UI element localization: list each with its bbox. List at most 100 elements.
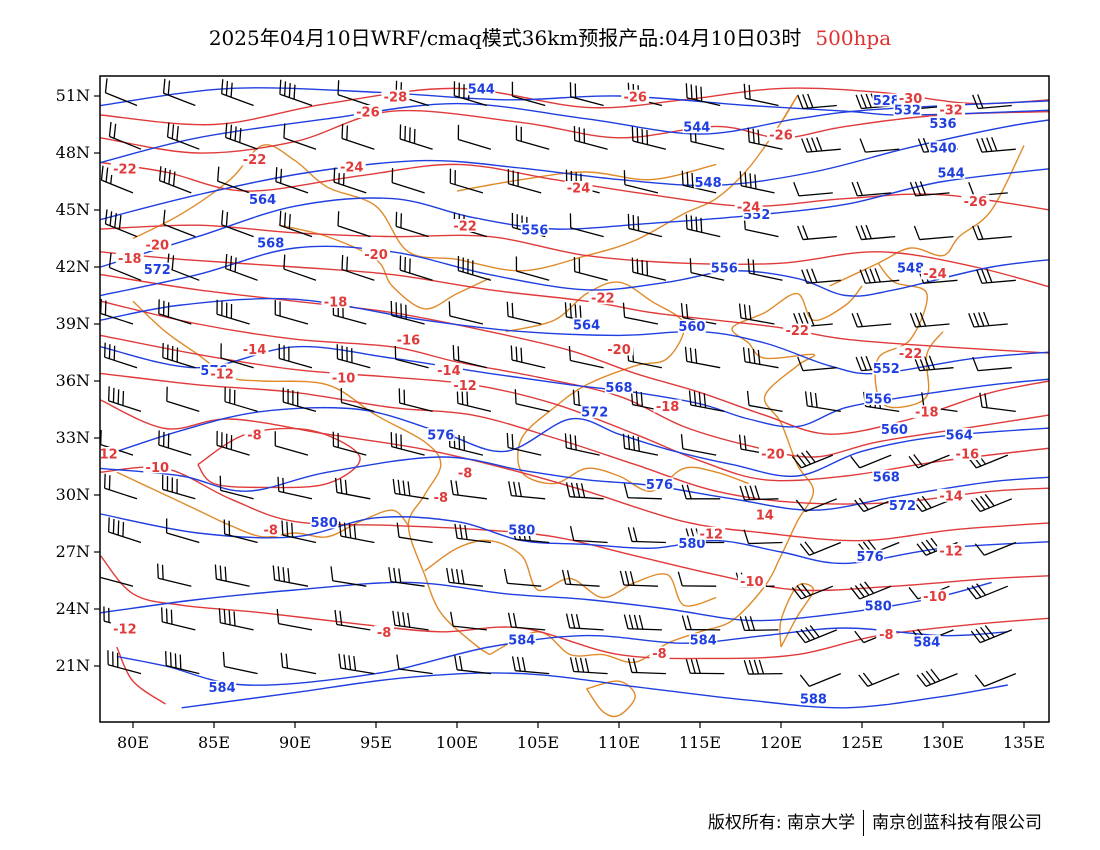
height-contour-label-bg bbox=[888, 498, 917, 512]
temperature-contour-line bbox=[100, 273, 1049, 435]
wind-barb bbox=[627, 527, 666, 544]
longitude-axis: 80E 85E 90E 95E 100E 105E 110E 115E 120E 125E 130E… bbox=[117, 722, 1045, 752]
wind-barb bbox=[909, 312, 950, 328]
temperature-contour-label-bg bbox=[381, 89, 410, 103]
height-contour-label: 564 bbox=[573, 318, 600, 333]
lat-tick-label: 21N bbox=[56, 656, 90, 675]
wind-barb bbox=[851, 312, 892, 328]
wind-barb bbox=[739, 616, 779, 632]
height-contour-label: 580 bbox=[311, 516, 338, 531]
wind-barb bbox=[274, 300, 309, 325]
temperature-contour-label: -24 bbox=[737, 201, 761, 216]
height-contour-label: 528 bbox=[873, 94, 900, 109]
temperature-contour-label-bg bbox=[564, 181, 593, 194]
temperature-contour-label: -12 bbox=[939, 544, 963, 559]
temperature-contour-label-bg bbox=[110, 621, 139, 635]
temperature-contour-label-bg bbox=[240, 152, 269, 166]
coastline-border-line bbox=[874, 262, 944, 409]
contour-labels: 544 544 548 552 556 560 564 556 564 568 572 576 568 5… bbox=[100, 82, 990, 708]
lon-tick-label: 120E bbox=[760, 733, 802, 752]
wind-barb bbox=[743, 83, 779, 107]
wind-barb bbox=[337, 211, 371, 238]
height-contour-label-bg bbox=[912, 635, 941, 649]
height-contour-label: 540 bbox=[929, 142, 956, 157]
temperature-contour-label-bg bbox=[110, 162, 139, 175]
temperature-contour-label-bg bbox=[697, 526, 726, 540]
height-contour-label-bg bbox=[677, 319, 706, 333]
height-contour-label: 568 bbox=[605, 381, 632, 396]
wind-barb bbox=[224, 387, 258, 413]
temperature-contour-label: -20 bbox=[364, 248, 388, 263]
lat-tick-label: 39N bbox=[56, 314, 90, 333]
wind-barb bbox=[334, 609, 371, 631]
wind-barb bbox=[396, 522, 433, 544]
wind-barb bbox=[968, 182, 1008, 197]
wind-barb bbox=[972, 356, 1012, 372]
temperature-contour-label: -8 bbox=[377, 626, 391, 641]
wind-barb bbox=[454, 523, 491, 544]
height-contour-line bbox=[100, 406, 1049, 478]
height-contour-label-bg bbox=[605, 380, 633, 394]
height-contour-line bbox=[100, 87, 1049, 116]
wind-barb bbox=[747, 127, 783, 150]
wind-barb bbox=[797, 225, 837, 241]
wind-barb bbox=[747, 258, 783, 281]
height-contour-line bbox=[100, 119, 1049, 221]
height-contour-label: 568 bbox=[257, 237, 284, 252]
temperature-contour-label: -10 bbox=[332, 372, 356, 387]
wind-barb bbox=[341, 254, 375, 281]
plot-frame bbox=[99, 75, 1050, 723]
wind-barb bbox=[166, 518, 200, 544]
temperature-contour-label: -8 bbox=[263, 524, 277, 539]
height-contour-label: 576 bbox=[427, 429, 454, 444]
height-contour-label: 584 bbox=[508, 634, 535, 649]
wind-barb bbox=[976, 268, 1016, 284]
wind-barb bbox=[688, 390, 725, 413]
temperature-contour-label: -22 bbox=[453, 220, 477, 235]
temperature-contour-label-bg bbox=[961, 194, 990, 208]
height-contour-label-bg bbox=[467, 82, 496, 96]
wind-barb bbox=[515, 256, 550, 281]
height-contour-label: 560 bbox=[881, 423, 908, 438]
wind-barb bbox=[974, 541, 1017, 556]
wind-barb bbox=[859, 268, 900, 284]
height-contour-label-bg bbox=[507, 523, 536, 536]
wind-barb bbox=[909, 181, 950, 197]
temperature-contour-label-bg bbox=[434, 363, 463, 377]
temperature-contour-label-bg bbox=[374, 625, 395, 639]
wind-barb bbox=[968, 311, 1008, 328]
wind-barb bbox=[446, 567, 483, 587]
temperature-contour-label: -22 bbox=[785, 324, 809, 339]
wind-barb bbox=[631, 126, 667, 150]
temperature-contour-label: -20 bbox=[146, 239, 170, 254]
wind-barb bbox=[337, 80, 371, 107]
lon-tick-label: 125E bbox=[841, 733, 883, 752]
height-contour-label: 572 bbox=[144, 263, 171, 278]
temperature-contour-label-bg bbox=[451, 219, 480, 232]
temperature-contour-label: -16 bbox=[956, 448, 980, 463]
temperature-contour-label-bg bbox=[734, 200, 763, 213]
wind-barb bbox=[561, 569, 600, 587]
wind-barb bbox=[746, 390, 783, 413]
wind-barb bbox=[277, 476, 313, 500]
wind-barb bbox=[974, 672, 1017, 687]
wind-barb bbox=[166, 122, 200, 150]
temperature-contours bbox=[100, 87, 1049, 705]
wind-barb bbox=[216, 299, 250, 325]
wind-barb bbox=[511, 656, 550, 675]
temperature-contour-label: -14 bbox=[437, 364, 461, 379]
height-contour-label-bg bbox=[945, 428, 974, 441]
temperature-contour-label-bg bbox=[260, 523, 281, 536]
temperature-contour-label-bg bbox=[208, 367, 237, 381]
wind-barb bbox=[507, 169, 542, 194]
height-contour-label: 556 bbox=[521, 223, 548, 238]
title-level: 500hpa bbox=[815, 26, 892, 50]
temperature-contour-line bbox=[116, 646, 166, 705]
company-text: 南京创蓝科技有限公司 bbox=[872, 813, 1042, 833]
height-contour-label: 552 bbox=[873, 362, 900, 377]
wind-barb bbox=[457, 256, 492, 281]
wind-barb bbox=[450, 611, 487, 631]
wind-barb bbox=[108, 386, 142, 413]
wind-barb bbox=[913, 355, 954, 372]
temperature-contour-label: -10 bbox=[146, 461, 170, 476]
